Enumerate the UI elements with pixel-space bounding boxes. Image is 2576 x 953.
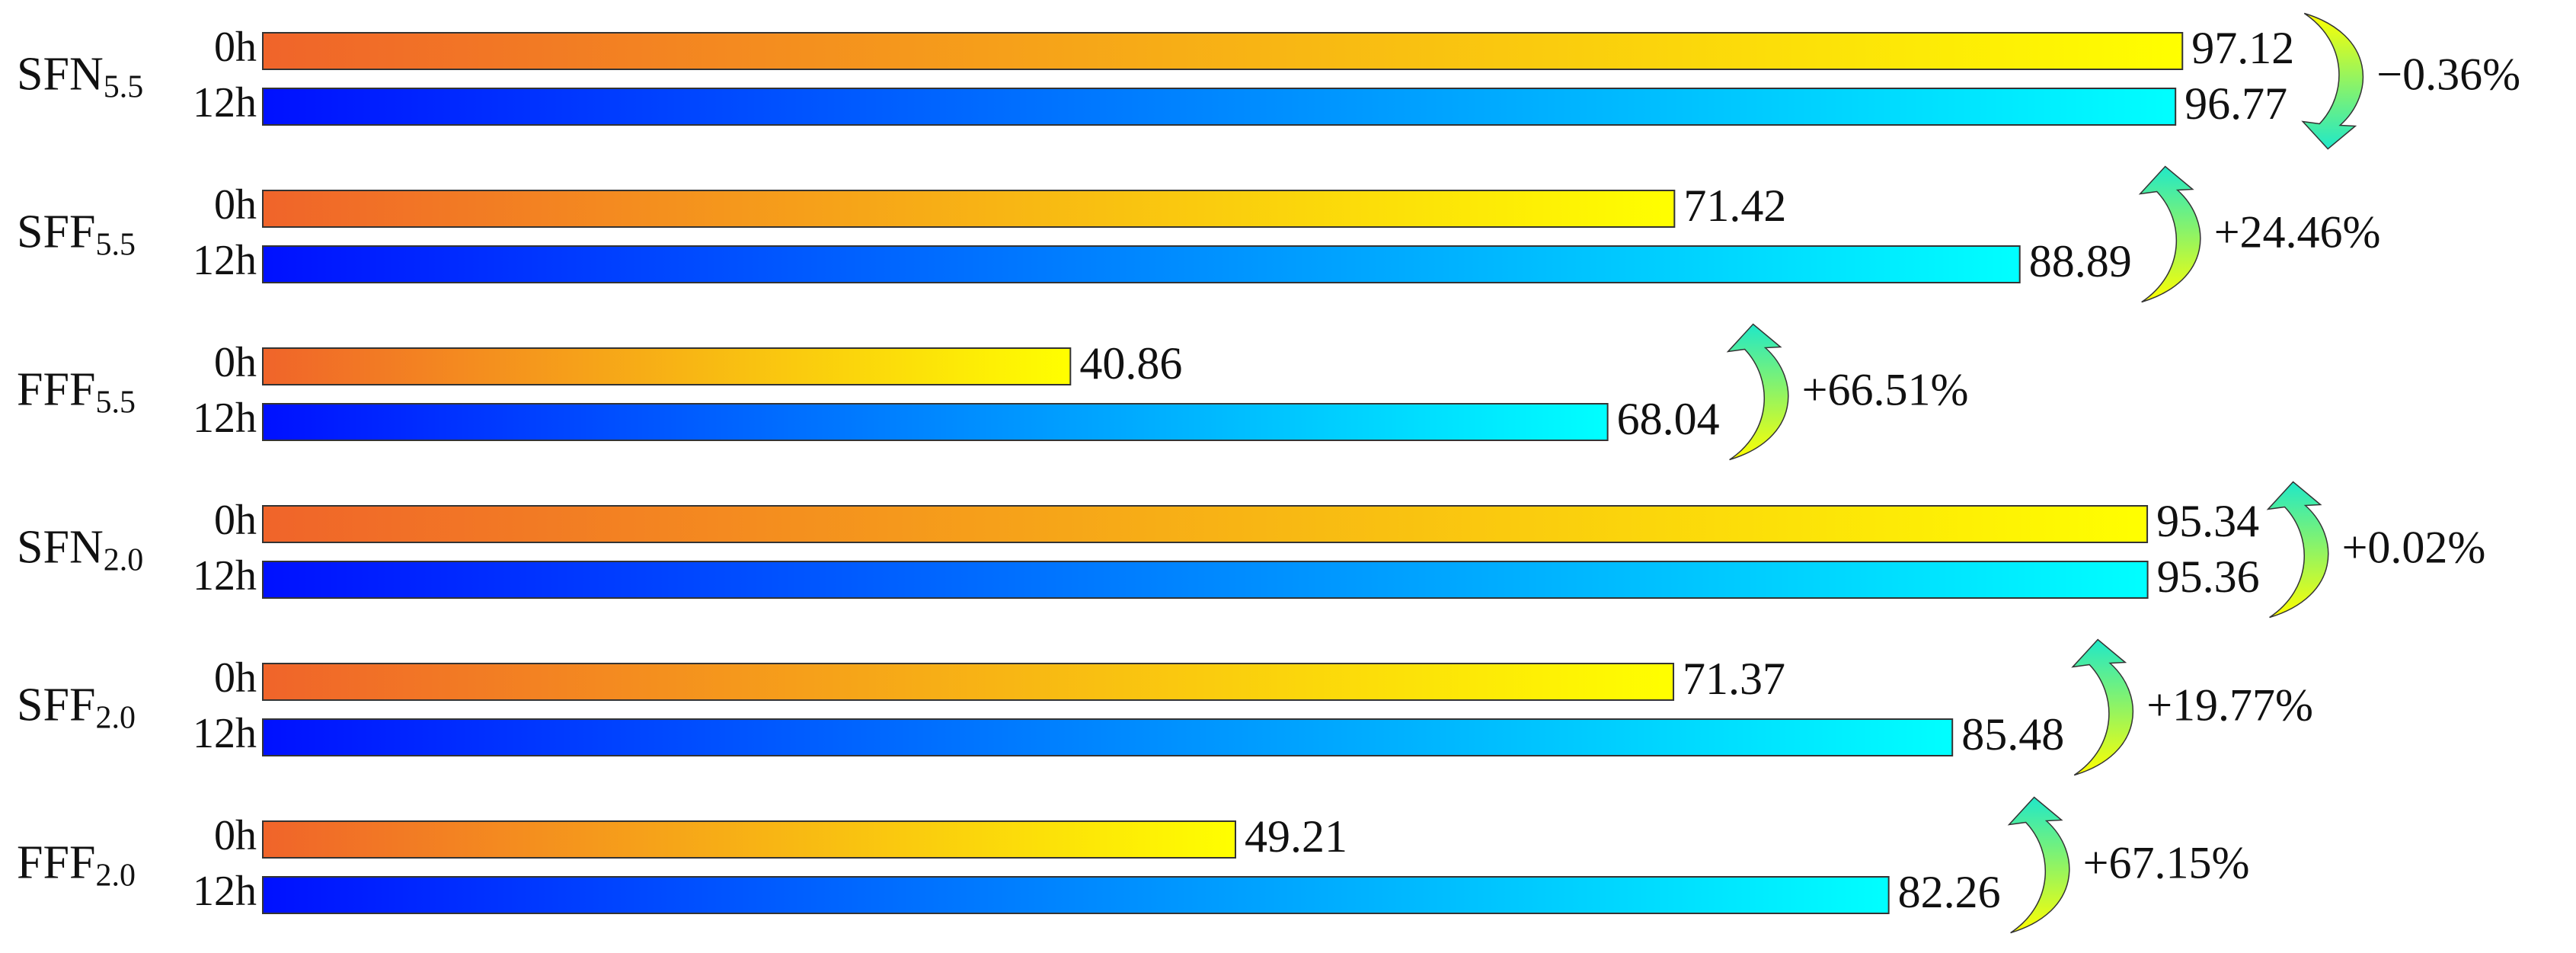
change-label: +0.02% bbox=[2342, 522, 2486, 572]
category-label: SFN5.5 bbox=[17, 49, 143, 104]
bar bbox=[262, 347, 1072, 385]
value-label: 71.42 bbox=[1683, 181, 1786, 231]
series-label: 12h bbox=[193, 552, 257, 600]
category-name: SFF bbox=[17, 206, 95, 258]
change-label: +19.77% bbox=[2146, 680, 2313, 730]
change-label: +66.51% bbox=[1802, 364, 1969, 414]
value-label: 97.12 bbox=[2191, 23, 2294, 73]
series-label: 0h bbox=[214, 497, 257, 544]
series-label: 12h bbox=[193, 710, 257, 757]
series-label: 0h bbox=[214, 654, 257, 702]
bar bbox=[262, 663, 1675, 701]
bar bbox=[262, 245, 2021, 283]
bar bbox=[262, 88, 2177, 126]
value-label: 71.37 bbox=[1683, 654, 1785, 704]
value-label: 96.77 bbox=[2184, 78, 2287, 129]
change-label: −0.36% bbox=[2376, 49, 2520, 99]
series-label: 12h bbox=[193, 868, 257, 915]
series-label: 0h bbox=[214, 181, 257, 229]
bar bbox=[262, 718, 1954, 756]
change-label: +67.15% bbox=[2083, 837, 2250, 887]
category-subscript: 2.0 bbox=[104, 542, 144, 577]
category-name: FFF bbox=[17, 837, 95, 889]
change-arrow bbox=[2301, 12, 2364, 150]
value-label: 68.04 bbox=[1617, 394, 1720, 444]
series-label: 0h bbox=[214, 339, 257, 386]
bar bbox=[262, 505, 2149, 543]
category-label: SFN2.0 bbox=[17, 522, 143, 577]
bar bbox=[262, 190, 1676, 228]
bar bbox=[262, 561, 2149, 599]
category-label: SFF2.0 bbox=[17, 680, 136, 735]
category-subscript: 2.0 bbox=[95, 700, 136, 735]
change-arrow bbox=[2071, 638, 2133, 776]
change-label: +24.46% bbox=[2214, 206, 2381, 257]
value-label: 88.89 bbox=[2029, 236, 2132, 286]
change-arrow bbox=[1726, 323, 1789, 461]
value-label: 82.26 bbox=[1898, 867, 2001, 917]
category-subscript: 5.5 bbox=[95, 227, 136, 262]
series-label: 0h bbox=[214, 812, 257, 859]
bar bbox=[262, 403, 1609, 441]
value-label: 95.34 bbox=[2156, 496, 2259, 546]
series-label: 12h bbox=[193, 79, 257, 126]
series-label: 12h bbox=[193, 395, 257, 442]
value-label: 49.21 bbox=[1245, 811, 1347, 862]
category-subscript: 5.5 bbox=[104, 69, 144, 104]
bar bbox=[262, 876, 1890, 914]
value-label: 40.86 bbox=[1079, 338, 1182, 389]
category-name: SFN bbox=[17, 49, 104, 101]
category-label: FFF5.5 bbox=[17, 364, 136, 420]
bar bbox=[262, 32, 2184, 70]
category-name: FFF bbox=[17, 364, 95, 416]
series-label: 0h bbox=[214, 24, 257, 71]
bar bbox=[262, 820, 1236, 859]
value-label: 95.36 bbox=[2157, 552, 2260, 602]
category-name: SFN bbox=[17, 522, 104, 574]
category-name: SFF bbox=[17, 680, 95, 731]
category-subscript: 5.5 bbox=[95, 385, 136, 420]
series-label: 12h bbox=[193, 237, 257, 284]
category-subscript: 2.0 bbox=[95, 858, 136, 893]
change-arrow bbox=[2266, 481, 2329, 619]
value-label: 85.48 bbox=[1961, 709, 2064, 760]
category-label: SFF5.5 bbox=[17, 206, 136, 262]
change-arrow bbox=[2007, 796, 2070, 934]
category-label: FFF2.0 bbox=[17, 837, 136, 893]
change-arrow bbox=[2138, 165, 2201, 303]
